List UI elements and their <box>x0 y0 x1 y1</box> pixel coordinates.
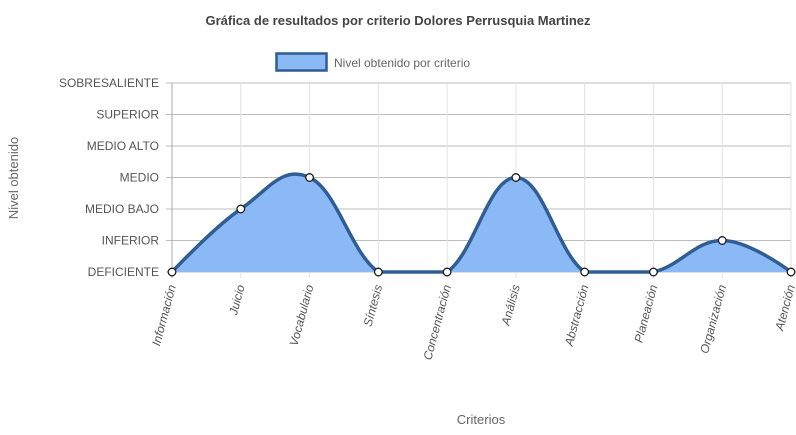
points-layer <box>167 173 796 277</box>
x-tick-label: Análisis <box>498 283 522 328</box>
y-tick-label: MEDIO <box>120 171 159 185</box>
y-axis-label: Nivel obtenido <box>6 137 21 219</box>
data-point[interactable] <box>511 173 521 182</box>
data-point[interactable] <box>236 204 246 214</box>
y-tick-label: MEDIO ALTO <box>87 139 159 153</box>
y-tick-label: SOBRESALIENTE <box>59 76 159 90</box>
chart-title: Gráfica de resultados por criterio Dolor… <box>205 13 591 28</box>
legend[interactable]: Nivel obtenido por criterio <box>275 52 471 72</box>
x-tick-label: Concentración <box>420 283 454 362</box>
data-point[interactable] <box>786 267 796 277</box>
x-tick-label: Síntesis <box>361 283 386 328</box>
series-line <box>170 172 793 274</box>
data-point[interactable] <box>167 267 177 277</box>
data-point[interactable] <box>305 173 315 182</box>
data-point[interactable] <box>442 267 452 277</box>
y-tick-label: SUPERIOR <box>96 108 159 122</box>
legend-swatch <box>275 52 328 72</box>
x-tick-label: Juicio <box>226 283 248 318</box>
x-axis-label: Criterios <box>457 412 506 427</box>
data-point[interactable] <box>373 267 383 277</box>
y-axis-ticks: DEFICIENTE INFERIOR MEDIO BAJO MEDIO MEDIO A… <box>59 76 159 279</box>
data-point[interactable] <box>717 236 727 245</box>
series-area <box>172 174 791 272</box>
data-point[interactable] <box>648 267 658 277</box>
data-point[interactable] <box>580 267 590 277</box>
x-axis-ticks: Información Juicio Vocabulario Síntesis Conc… <box>149 283 796 362</box>
y-tick-label: INFERIOR <box>102 234 160 248</box>
legend-label: Nivel obtenido por criterio <box>334 56 470 70</box>
x-tick-label: Planeación <box>631 283 660 344</box>
y-tick-label: DEFICIENTE <box>88 265 159 279</box>
y-tick-label: MEDIO BAJO <box>85 202 159 216</box>
x-tick-label: Vocabulario <box>287 283 317 348</box>
x-tick-label: Atención <box>772 283 796 333</box>
series-layer <box>170 172 793 274</box>
x-tick-label: Abstracción <box>562 283 592 348</box>
x-tick-label: Información <box>149 283 179 347</box>
x-tick-label: Organización <box>697 283 729 355</box>
